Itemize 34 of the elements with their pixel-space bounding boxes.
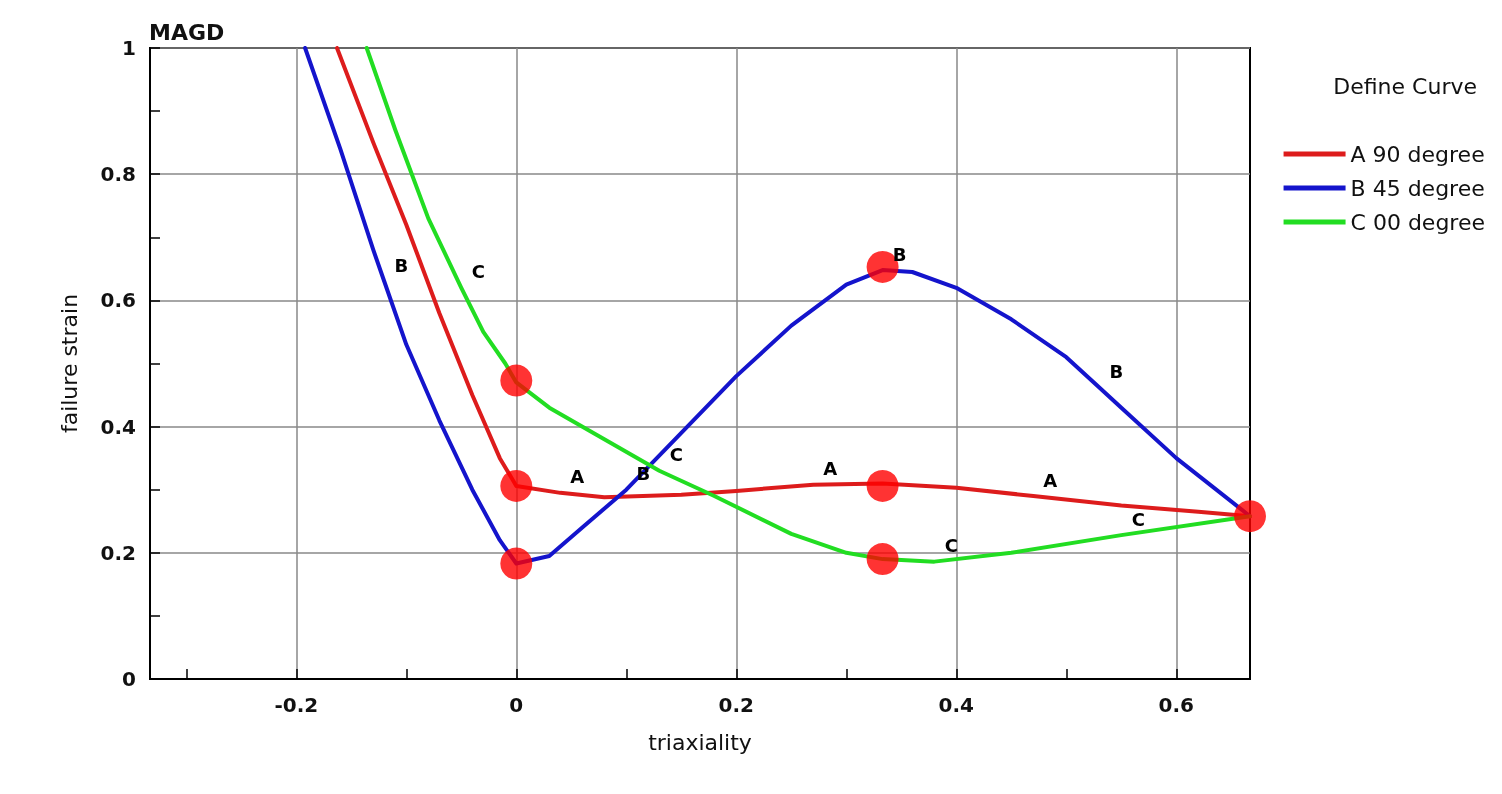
annotation: B	[1109, 360, 1124, 382]
point	[500, 469, 533, 502]
x-tick-label: 0.6	[1158, 693, 1195, 717]
annotation: A	[823, 458, 838, 480]
point	[500, 364, 533, 397]
point	[1234, 500, 1266, 533]
x-tick-label: 0	[509, 693, 524, 717]
y-axis-title: failure strain	[56, 293, 82, 434]
annotation: A	[570, 466, 585, 488]
point	[866, 469, 899, 502]
annotation: C	[944, 535, 958, 557]
annotation: B	[892, 243, 907, 265]
y-tick-label: 0	[122, 667, 136, 691]
y-tick-label: 0.2	[100, 540, 136, 565]
x-tick-label: 0.2	[718, 693, 755, 717]
x-axis-title: triaxiality	[648, 729, 752, 755]
y-tick-label: 0.4	[100, 414, 136, 439]
annotation: C	[1131, 508, 1145, 530]
chart-title: MAGD	[149, 19, 225, 45]
annotation: C	[669, 444, 683, 466]
annotation: B	[394, 254, 409, 276]
y-tick-label: 0.8	[100, 162, 136, 187]
x-tick-label: 0.4	[938, 693, 975, 717]
legend-label: B 45 degree	[1350, 175, 1485, 201]
x-tick-label: -0.2	[274, 693, 319, 717]
legend-title: Define Curve	[1333, 73, 1478, 99]
point	[866, 543, 899, 576]
legend-label: C 00 degree	[1350, 209, 1486, 235]
point	[500, 547, 533, 580]
y-tick-label: 0.6	[100, 288, 136, 313]
legend-label: A 90 degree	[1350, 141, 1485, 167]
annotation: A	[1043, 469, 1058, 491]
y-tick-label: 1	[122, 36, 136, 60]
annotation: C	[471, 261, 485, 283]
